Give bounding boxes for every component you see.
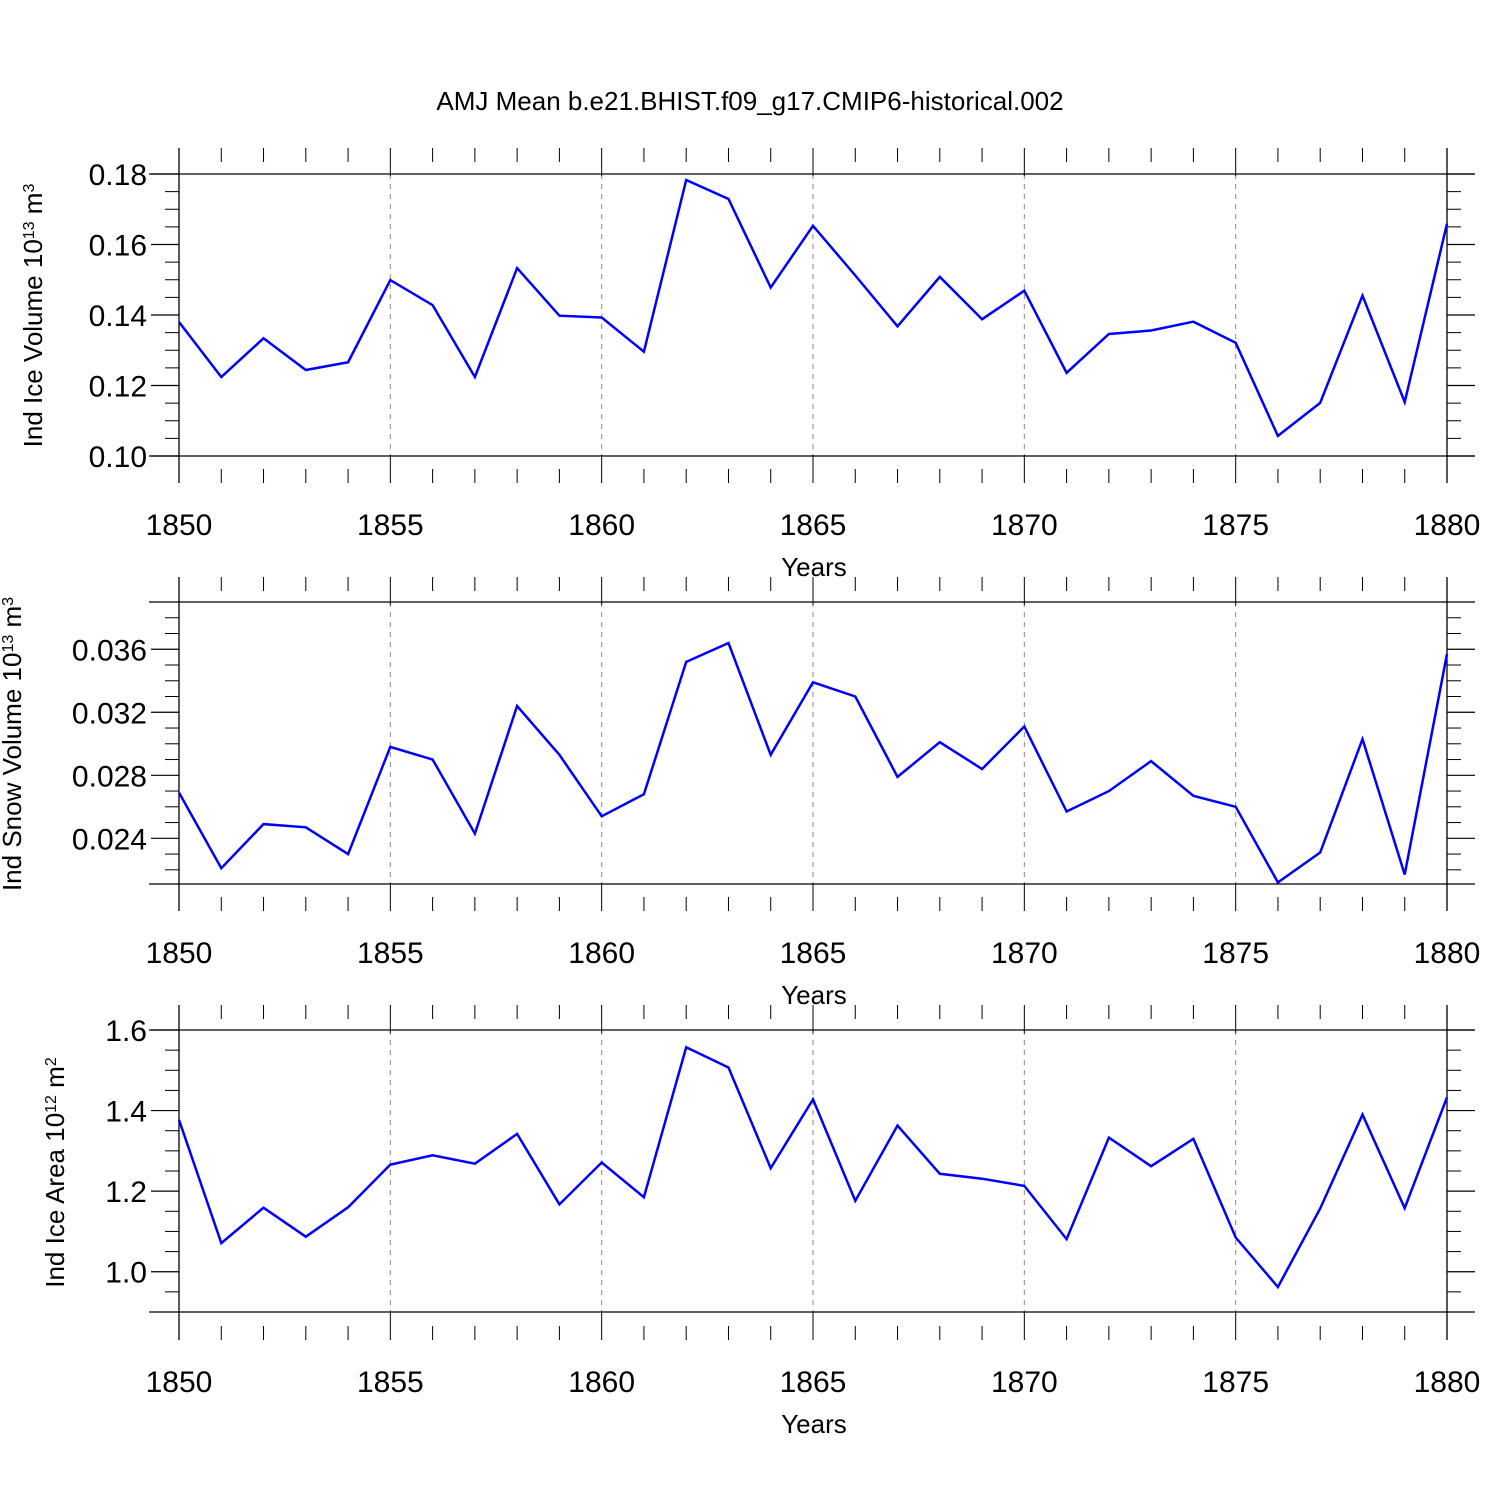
y-label-superscript: 2	[43, 1057, 60, 1066]
x-axis-label: Years	[781, 552, 847, 582]
x-tick-label: 1860	[568, 1366, 635, 1399]
y-label-text: m	[18, 193, 48, 222]
x-axis-label: Years	[781, 1409, 847, 1439]
x-tick-label: 1855	[357, 1366, 424, 1399]
y-label-text: Ind Ice Volume 10	[18, 239, 48, 447]
y-label-superscript: 12	[43, 1095, 60, 1113]
series-line	[178, 178, 1449, 438]
y-label-superscript: 13	[21, 221, 38, 239]
y-label-superscript: 3	[0, 597, 17, 606]
y-label-text: m	[0, 606, 27, 635]
x-tick-label: 1855	[357, 509, 424, 542]
y-tick-label: 0.14	[89, 300, 147, 333]
y-tick-label: 0.16	[89, 230, 147, 263]
y-tick-label: 1.4	[105, 1096, 147, 1129]
x-tick-label: 1870	[991, 1366, 1058, 1399]
x-tick-label: 1865	[780, 1366, 847, 1399]
y-axis-label: Ind Ice Volume 1013 m3	[18, 184, 48, 448]
x-tick-label: 1850	[146, 1366, 213, 1399]
x-tick-label: 1850	[146, 937, 213, 970]
x-tick-label: 1875	[1202, 509, 1269, 542]
series-line	[177, 1045, 1449, 1290]
x-tick-label: 1880	[1414, 937, 1481, 970]
x-tick-label: 1880	[1414, 1366, 1481, 1399]
y-axis-label: Ind Ice Area 1012 m2	[40, 1057, 70, 1288]
y-tick-label: 1.0	[105, 1257, 147, 1290]
x-tick-label: 1860	[568, 937, 635, 970]
chart-title: AMJ Mean b.e21.BHIST.f09_g17.CMIP6-histo…	[436, 86, 1063, 116]
y-axis-label: Ind Snow Volume 1013 m3	[0, 597, 27, 891]
x-tick-label: 1860	[568, 509, 635, 542]
y-tick-label: 0.036	[72, 634, 147, 667]
y-tick-label: 1.6	[105, 1015, 147, 1048]
y-tick-label: 0.10	[89, 441, 147, 474]
y-tick-label: 0.028	[72, 760, 147, 793]
x-tick-label: 1850	[146, 509, 213, 542]
panels: 0.10 0.12 0.14 0.16 0.18 1850 1855 1860 1865 1870…	[0, 148, 1480, 1439]
x-tick-label: 1880	[1414, 509, 1481, 542]
panel-1: 0.10 0.12 0.14 0.16 0.18 1850 1855 1860 1865 1870…	[18, 148, 1480, 582]
y-tick-label: 0.032	[72, 697, 147, 730]
x-tick-label: 1855	[357, 937, 424, 970]
series-line	[177, 641, 1449, 885]
x-tick-label: 1875	[1202, 1366, 1269, 1399]
y-label-text: Ind Ice Area 10	[40, 1113, 70, 1288]
panel-3: 1.0 1.2 1.4 1.6 1850 1855 1860 1865 1870 1875 1880…	[40, 1005, 1480, 1439]
y-label-text: m	[40, 1066, 70, 1095]
x-tick-label: 1870	[991, 509, 1058, 542]
y-label-text: Ind Snow Volume 10	[0, 653, 27, 892]
x-tick-label: 1865	[780, 937, 847, 970]
panel-2: 0.024 0.028 0.032 0.036 1850 1855 1860 1865 1870…	[0, 577, 1480, 1010]
x-tick-label: 1870	[991, 937, 1058, 970]
x-axis-label: Years	[781, 980, 847, 1010]
x-tick-label: 1865	[780, 509, 847, 542]
y-tick-label: 1.2	[105, 1176, 147, 1209]
y-tick-label: 0.024	[72, 823, 147, 856]
y-label-superscript: 3	[21, 184, 38, 193]
y-tick-label: 0.12	[89, 371, 147, 404]
y-tick-label: 0.18	[89, 159, 147, 192]
y-label-superscript: 13	[0, 635, 17, 653]
x-tick-label: 1875	[1202, 937, 1269, 970]
